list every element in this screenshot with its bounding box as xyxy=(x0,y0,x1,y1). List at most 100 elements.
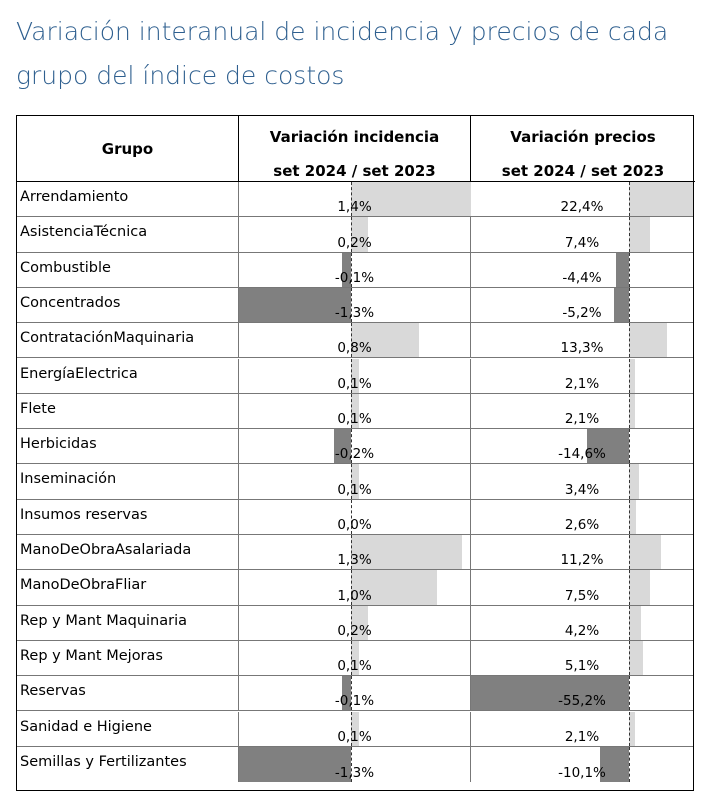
table-row: Flete 0,1% 2,1% xyxy=(17,393,693,430)
incidencia-cell: 0,1% xyxy=(239,464,471,499)
incidencia-cell: -1,3% xyxy=(239,287,471,323)
precios-cell-zero-axis xyxy=(628,570,630,605)
precios-cell-zero-axis xyxy=(628,640,630,676)
row-grupo: AsistenciaTécnica xyxy=(17,217,239,252)
precios-cell-bar xyxy=(628,640,644,676)
cost-index-table: Grupo Variación incidencia set 2024 / se… xyxy=(16,115,695,791)
table-row: Insumos reservas 0,0% 2,6% xyxy=(17,499,693,535)
incidencia-cell-label: 0,1% xyxy=(337,481,372,498)
row-grupo: Flete xyxy=(17,393,239,429)
row-grupo: ManoDeObraAsalariada xyxy=(17,535,239,570)
precios-cell-label: -4,4% xyxy=(562,269,602,286)
incidencia-cell-bar xyxy=(342,676,351,711)
precios-cell-bar xyxy=(628,182,693,217)
row-grupo: Combustible xyxy=(17,252,239,287)
incidencia-cell: 1,3% xyxy=(239,535,471,570)
precios-cell-bar xyxy=(628,217,651,252)
incidencia-cell-label: 0,1% xyxy=(337,728,372,745)
incidencia-cell-label: 0,8% xyxy=(337,340,372,357)
incidencia-cell-zero-axis xyxy=(350,535,352,570)
incidencia-cell-label: 0,1% xyxy=(337,411,372,428)
precios-cell-label: 2,1% xyxy=(564,375,600,392)
incidencia-cell: 0,1% xyxy=(239,393,471,429)
incidencia-cell-zero-axis xyxy=(350,393,352,429)
incidencia-cell-zero-axis xyxy=(350,605,352,640)
header-incidencia-period: set 2024 / set 2023 xyxy=(273,162,436,180)
header-incidencia: Variación incidencia set 2024 / set 2023 xyxy=(239,116,471,182)
incidencia-cell-zero-axis xyxy=(350,182,352,217)
header-precios-period: set 2024 / set 2023 xyxy=(501,162,665,180)
table-row: Reservas -0,1% -55,2% xyxy=(17,676,693,712)
incidencia-cell: 0,1% xyxy=(239,711,471,746)
precios-cell-zero-axis xyxy=(628,605,630,640)
incidencia-cell-bar xyxy=(333,429,351,464)
precios-cell-label: 2,6% xyxy=(564,516,600,533)
incidencia-cell-bar xyxy=(350,711,360,746)
table-row: AsistenciaTécnica 0,2% 7,4% xyxy=(17,217,693,253)
precios-cell-label: 7,5% xyxy=(564,587,600,604)
incidencia-cell: -0,2% xyxy=(239,429,471,464)
table-row: Inseminación 0,1% 3,4% xyxy=(17,464,693,500)
incidencia-cell-label: 0,1% xyxy=(337,658,372,675)
incidencia-cell-zero-axis xyxy=(350,323,352,358)
incidencia-cell: -1,3% xyxy=(239,746,471,783)
precios-cell-label: -10,1% xyxy=(558,765,606,782)
table-row: Sanidad e Higiene 0,1% 2,1% xyxy=(17,711,693,747)
incidencia-cell-label: 1,3% xyxy=(337,552,372,569)
incidencia-cell-label: 1,0% xyxy=(337,587,372,604)
incidencia-cell-label: -0,1% xyxy=(334,269,375,286)
row-grupo: Arrendamiento xyxy=(17,182,239,217)
incidencia-cell-zero-axis xyxy=(350,499,352,534)
incidencia-cell-bar xyxy=(239,746,351,783)
precios-cell-zero-axis xyxy=(628,217,630,252)
incidencia-cell-zero-axis xyxy=(350,676,352,711)
table-row: ManoDeObraFliar 1,0% 7,5% xyxy=(17,570,693,606)
incidencia-cell-zero-axis xyxy=(350,464,352,499)
incidencia-cell: -0,1% xyxy=(239,252,471,287)
precios-cell-label: 22,4% xyxy=(560,199,604,216)
header-precios: Variación precios set 2024 / set 2023 xyxy=(471,116,695,182)
precios-cell-zero-axis xyxy=(628,252,630,287)
precios-cell-label: 2,1% xyxy=(564,728,600,745)
incidencia-cell: 1,0% xyxy=(239,570,471,605)
incidencia-cell-label: 0,0% xyxy=(337,516,372,533)
row-grupo: ContrataciónMaquinaria xyxy=(17,323,239,358)
precios-cell-bar xyxy=(628,358,635,393)
incidencia-cell-zero-axis xyxy=(350,358,352,393)
precios-cell-label: 5,1% xyxy=(564,658,600,675)
row-grupo: Inseminación xyxy=(17,464,239,499)
precios-cell-zero-axis xyxy=(628,746,630,783)
header-precios-title: Variación precios xyxy=(510,128,656,146)
incidencia-cell-bar xyxy=(239,287,351,323)
row-grupo: Semillas y Fertilizantes xyxy=(17,746,239,783)
precios-cell-bar xyxy=(600,746,629,783)
row-grupo: Sanidad e Higiene xyxy=(17,711,239,746)
incidencia-cell-bar xyxy=(350,464,360,499)
precios-cell: 7,4% xyxy=(471,217,693,252)
precios-cell: 7,5% xyxy=(471,570,693,605)
precios-cell-zero-axis xyxy=(628,499,630,534)
precios-cell-label: 13,3% xyxy=(560,340,604,357)
table-row: ManoDeObraAsalariada 1,3% 11,2% xyxy=(17,535,693,571)
precios-cell-bar xyxy=(628,499,637,534)
incidencia-cell-zero-axis xyxy=(350,217,352,252)
incidencia-cell-bar xyxy=(350,182,471,217)
precios-cell-zero-axis xyxy=(628,464,630,499)
table-row: Herbicidas -0,2% -14,6% xyxy=(17,429,693,465)
precios-cell-bar xyxy=(628,605,641,640)
precios-cell-label: -5,2% xyxy=(562,305,602,322)
incidencia-cell-label: 0,2% xyxy=(337,234,372,251)
table-row: Arrendamiento 1,4% 22,4% xyxy=(17,182,693,218)
precios-cell-bar xyxy=(614,287,629,323)
incidencia-cell-label: 0,2% xyxy=(337,622,372,639)
table-row: Semillas y Fertilizantes -1,3% -10,1% xyxy=(17,746,693,783)
incidencia-cell: 0,2% xyxy=(239,217,471,252)
precios-cell: 2,6% xyxy=(471,499,693,534)
table-row: Rep y Mant Maquinaria 0,2% 4,2% xyxy=(17,605,693,641)
precios-cell-zero-axis xyxy=(628,358,630,393)
precios-cell: 11,2% xyxy=(471,535,693,570)
precios-cell-label: 2,1% xyxy=(564,411,600,428)
precios-cell: 5,1% xyxy=(471,640,693,676)
incidencia-cell-bar xyxy=(350,535,463,570)
precios-cell-label: 11,2% xyxy=(560,552,604,569)
